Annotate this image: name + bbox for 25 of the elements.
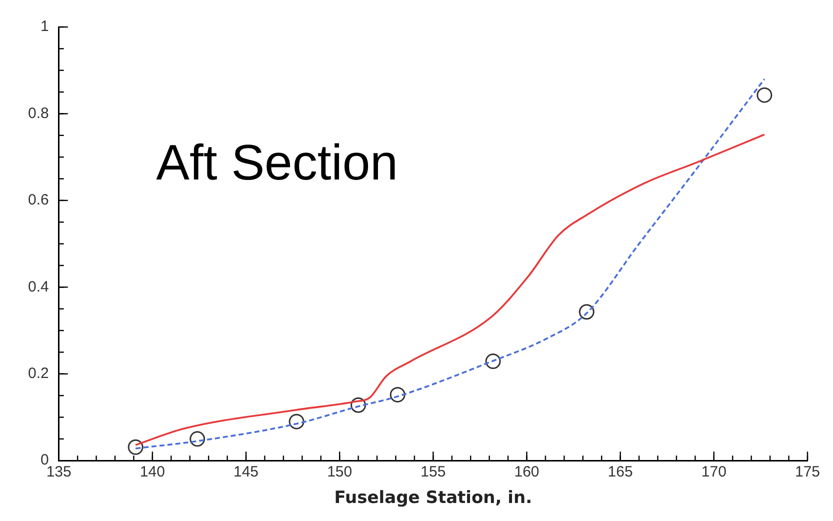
- point: [756, 87, 772, 103]
- x-tick-label: 170: [701, 464, 726, 481]
- point: [190, 431, 206, 447]
- annotation: Aft Section: [156, 134, 398, 191]
- y-tick-label: 0.6: [28, 192, 49, 209]
- point: [390, 386, 406, 402]
- point: [485, 354, 501, 370]
- y-tick-label: 0.4: [28, 278, 49, 296]
- x-tick-label: 135: [46, 464, 72, 481]
- y-tick-label: 0: [40, 452, 49, 469]
- point: [288, 414, 304, 430]
- y-tick-label: 1: [40, 18, 49, 36]
- y-tick-label: 0.2: [28, 365, 49, 382]
- x-tick-label: 150: [327, 464, 352, 481]
- point: [128, 439, 144, 455]
- x-tick-label: 160: [514, 464, 540, 481]
- x-tick-label: 145: [233, 464, 259, 481]
- x-axis-title: Fuselage Station, in.: [334, 488, 532, 508]
- point: [350, 397, 366, 413]
- x-tick-label: 175: [794, 464, 820, 481]
- point: [578, 304, 594, 320]
- x-tick-label: 165: [608, 464, 633, 481]
- x-tick-label: 140: [140, 464, 165, 481]
- x-tick-label: 155: [420, 464, 446, 481]
- y-tick-label: 0.8: [28, 104, 49, 122]
